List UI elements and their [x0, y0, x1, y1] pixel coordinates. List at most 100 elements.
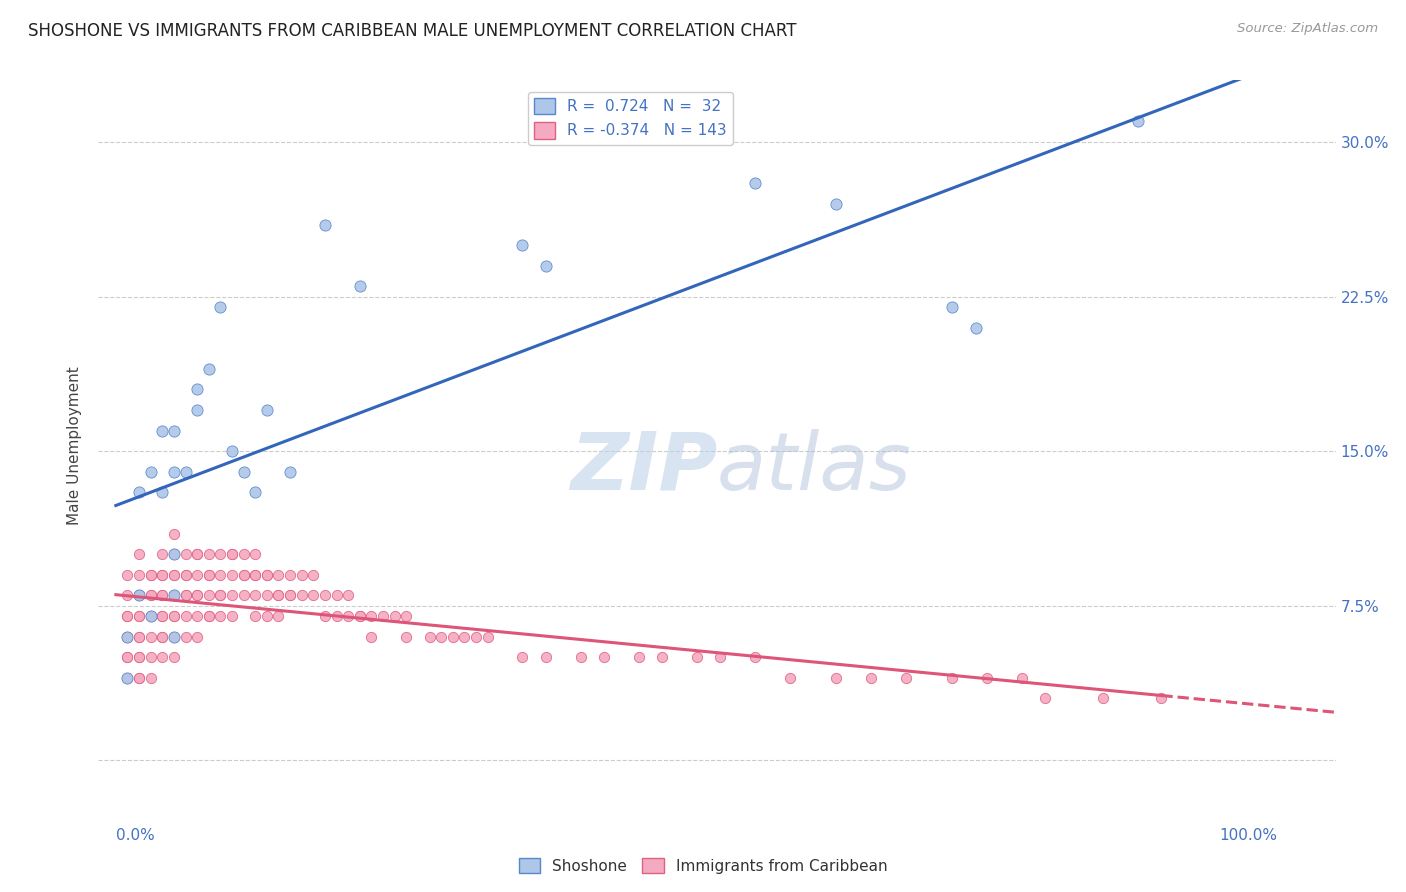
Point: [209, 609, 232, 624]
Point: [291, 567, 314, 582]
Point: [150, 547, 173, 561]
Text: atlas: atlas: [717, 429, 912, 507]
Point: [117, 609, 139, 624]
Point: [232, 567, 254, 582]
Point: [139, 650, 162, 665]
Point: [232, 465, 254, 479]
Point: [128, 650, 150, 665]
Point: [128, 547, 150, 561]
Point: [128, 588, 150, 602]
Point: [150, 609, 173, 624]
Point: [965, 320, 987, 334]
Point: [278, 465, 301, 479]
Point: [163, 567, 186, 582]
Point: [209, 300, 232, 314]
Point: [453, 630, 475, 644]
Point: [150, 588, 173, 602]
Point: [278, 567, 301, 582]
Point: [245, 588, 267, 602]
Point: [245, 567, 267, 582]
Point: [232, 588, 254, 602]
Point: [360, 630, 382, 644]
Point: [232, 547, 254, 561]
Point: [278, 588, 301, 602]
Point: [245, 609, 267, 624]
Point: [325, 609, 347, 624]
Point: [197, 547, 219, 561]
Point: [221, 567, 243, 582]
Point: [139, 609, 162, 624]
Point: [465, 630, 488, 644]
Point: [139, 567, 162, 582]
Point: [197, 609, 219, 624]
Point: [186, 403, 208, 417]
Point: [128, 609, 150, 624]
Point: [174, 630, 197, 644]
Point: [139, 588, 162, 602]
Point: [163, 424, 186, 438]
Point: [209, 547, 232, 561]
Point: [150, 650, 173, 665]
Point: [221, 547, 243, 561]
Point: [117, 650, 139, 665]
Point: [163, 630, 186, 644]
Point: [163, 650, 186, 665]
Point: [256, 403, 278, 417]
Point: [163, 547, 186, 561]
Point: [267, 588, 290, 602]
Point: [1033, 691, 1056, 706]
Point: [371, 609, 394, 624]
Point: [128, 485, 150, 500]
Point: [128, 567, 150, 582]
Point: [197, 588, 219, 602]
Text: ZIP: ZIP: [569, 429, 717, 507]
Point: [117, 609, 139, 624]
Point: [245, 567, 267, 582]
Point: [1092, 691, 1115, 706]
Point: [209, 588, 232, 602]
Point: [221, 547, 243, 561]
Point: [686, 650, 709, 665]
Point: [139, 588, 162, 602]
Point: [267, 567, 290, 582]
Point: [117, 671, 139, 685]
Point: [139, 609, 162, 624]
Point: [256, 567, 278, 582]
Point: [139, 465, 162, 479]
Point: [174, 465, 197, 479]
Point: [441, 630, 464, 644]
Point: [430, 630, 453, 644]
Point: [163, 465, 186, 479]
Point: [1011, 671, 1033, 685]
Point: [174, 547, 197, 561]
Point: [174, 567, 197, 582]
Point: [651, 650, 673, 665]
Point: [337, 609, 360, 624]
Point: [150, 485, 173, 500]
Point: [267, 588, 290, 602]
Point: [186, 609, 208, 624]
Point: [314, 588, 336, 602]
Point: [384, 609, 406, 624]
Point: [150, 567, 173, 582]
Point: [150, 609, 173, 624]
Point: [278, 588, 301, 602]
Point: [825, 671, 848, 685]
Point: [128, 588, 150, 602]
Point: [744, 650, 766, 665]
Point: [232, 567, 254, 582]
Point: [349, 609, 371, 624]
Point: [534, 650, 557, 665]
Point: [245, 485, 267, 500]
Point: [117, 630, 139, 644]
Point: [174, 588, 197, 602]
Point: [395, 630, 418, 644]
Point: [267, 609, 290, 624]
Point: [163, 588, 186, 602]
Point: [256, 588, 278, 602]
Point: [337, 588, 360, 602]
Point: [150, 567, 173, 582]
Point: [477, 630, 499, 644]
Point: [197, 567, 219, 582]
Point: [139, 609, 162, 624]
